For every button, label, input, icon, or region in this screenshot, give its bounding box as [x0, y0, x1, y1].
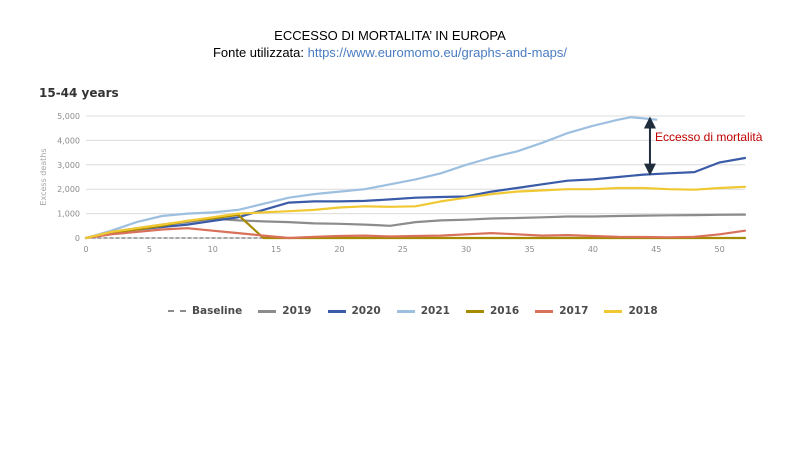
legend-item-baseline: Baseline — [168, 305, 242, 317]
legend-swatch — [604, 309, 623, 313]
legend-swatch — [396, 309, 415, 313]
source-line: Fonte utilizzata: https://www.euromomo.e… — [0, 45, 780, 60]
series-line-2017 — [84, 227, 747, 240]
legend-item-2019: 2019 — [258, 305, 312, 317]
x-tick-label: 50 — [715, 245, 725, 254]
legend-swatch — [258, 309, 277, 313]
y-axis-label: Excess deaths — [39, 148, 48, 205]
y-tick-label: 1,000 — [57, 210, 80, 219]
legend-label: 2019 — [282, 305, 312, 317]
x-tick-label: 5 — [147, 245, 152, 254]
legend-label: 2021 — [420, 305, 450, 317]
x-tick-label: 35 — [524, 245, 534, 254]
legend-item-2017: 2017 — [535, 305, 588, 317]
chart-legend: Baseline 2019 2020 2021 2016 2017 2018 — [168, 305, 674, 317]
legend-label: Baseline — [192, 305, 243, 317]
x-tick-label: 10 — [208, 245, 218, 254]
series-line-2020 — [84, 156, 747, 240]
y-tick-label: 4,000 — [57, 136, 80, 145]
y-tick-label: 2,000 — [57, 185, 80, 194]
source-label: Fonte utilizzata: — [212, 45, 304, 60]
series-line-2016 — [84, 213, 747, 240]
legend-swatch — [535, 309, 554, 313]
legend-item-2021: 2021 — [396, 305, 450, 317]
legend-swatch — [465, 309, 484, 313]
x-tick-label: 30 — [461, 245, 471, 254]
legend-item-2020: 2020 — [327, 305, 381, 317]
legend-label: 2017 — [559, 305, 589, 317]
legend-label: 2016 — [489, 305, 520, 317]
series-line-2019 — [84, 213, 747, 240]
x-tick-label: 15 — [271, 245, 281, 254]
y-tick-label: 3,000 — [57, 161, 80, 170]
y-tick-label: 5,000 — [57, 112, 80, 121]
legend-swatch — [327, 309, 346, 313]
chart-title: ECCESSO DI MORTALITA’ IN EUROPA — [274, 28, 506, 43]
legend-item-2016: 2016 — [465, 305, 520, 317]
excess-mortality-annotation: Eccesso di mortalità — [655, 130, 763, 144]
legend-label: 2020 — [351, 305, 381, 317]
x-tick-label: 20 — [334, 245, 344, 254]
series-line-2021 — [84, 116, 658, 240]
legend-swatch — [168, 310, 186, 312]
series-line-2018 — [84, 185, 747, 240]
x-tick-label: 0 — [83, 245, 88, 254]
x-tick-label: 40 — [588, 245, 598, 254]
y-tick-label: 0 — [75, 234, 80, 243]
chart-subtitle: 15-44 years — [39, 86, 119, 100]
legend-label: 2018 — [628, 305, 658, 317]
x-tick-label: 45 — [651, 245, 661, 254]
x-tick-label: 25 — [398, 245, 408, 254]
legend-item-2018: 2018 — [604, 305, 658, 317]
source-link[interactable]: https://www.euromomo.eu/graphs-and-maps/ — [307, 45, 568, 60]
